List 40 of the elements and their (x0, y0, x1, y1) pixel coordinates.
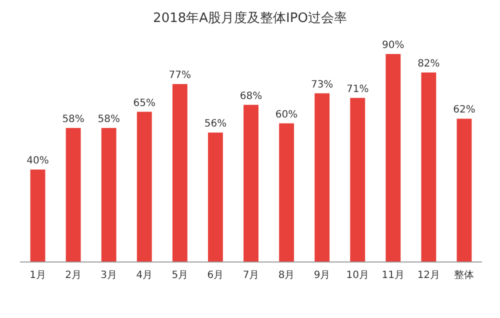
bar (386, 54, 401, 262)
data-label: 58% (62, 114, 84, 125)
bar (421, 72, 436, 262)
bar (244, 104, 258, 262)
bar (30, 170, 46, 262)
data-label: 58% (98, 114, 120, 125)
data-label: 82% (418, 58, 440, 70)
x-tick-label: 8月 (278, 270, 295, 281)
x-tick-label: 11月 (382, 270, 405, 281)
bar (66, 128, 81, 262)
x-tick-label: 12月 (417, 270, 440, 281)
bar (350, 98, 366, 262)
data-label: 68% (240, 90, 262, 102)
data-label: 77% (168, 70, 192, 82)
data-label: 56% (204, 118, 227, 130)
bar (136, 112, 152, 262)
bar (101, 128, 116, 262)
data-label: 65% (133, 98, 156, 109)
x-tick-label: 整体 (454, 269, 474, 281)
bar (314, 93, 330, 262)
data-label: 90% (382, 40, 404, 51)
bar (208, 132, 223, 262)
data-label: 60% (275, 109, 298, 120)
x-tick-label: 6月 (207, 270, 224, 281)
x-tick-label: 10月 (346, 270, 369, 281)
data-label: 62% (453, 104, 476, 116)
data-label: 71% (346, 84, 369, 95)
x-tick-label: 7月 (242, 270, 260, 281)
x-tick-label: 4月 (136, 270, 153, 281)
x-tick-label: 1月 (30, 270, 46, 281)
data-label: 73% (310, 79, 334, 90)
bar (456, 118, 472, 262)
x-tick-label: 5月 (172, 270, 188, 281)
bar (279, 123, 294, 262)
x-tick-label: 3月 (100, 270, 118, 281)
data-label: 40% (26, 156, 49, 167)
x-tick-label: 2月 (65, 270, 82, 281)
x-tick-label: 9月 (314, 270, 330, 281)
chart-title: 2018年A股月度及整体IPO过会率 (153, 10, 347, 26)
bar (172, 84, 188, 262)
